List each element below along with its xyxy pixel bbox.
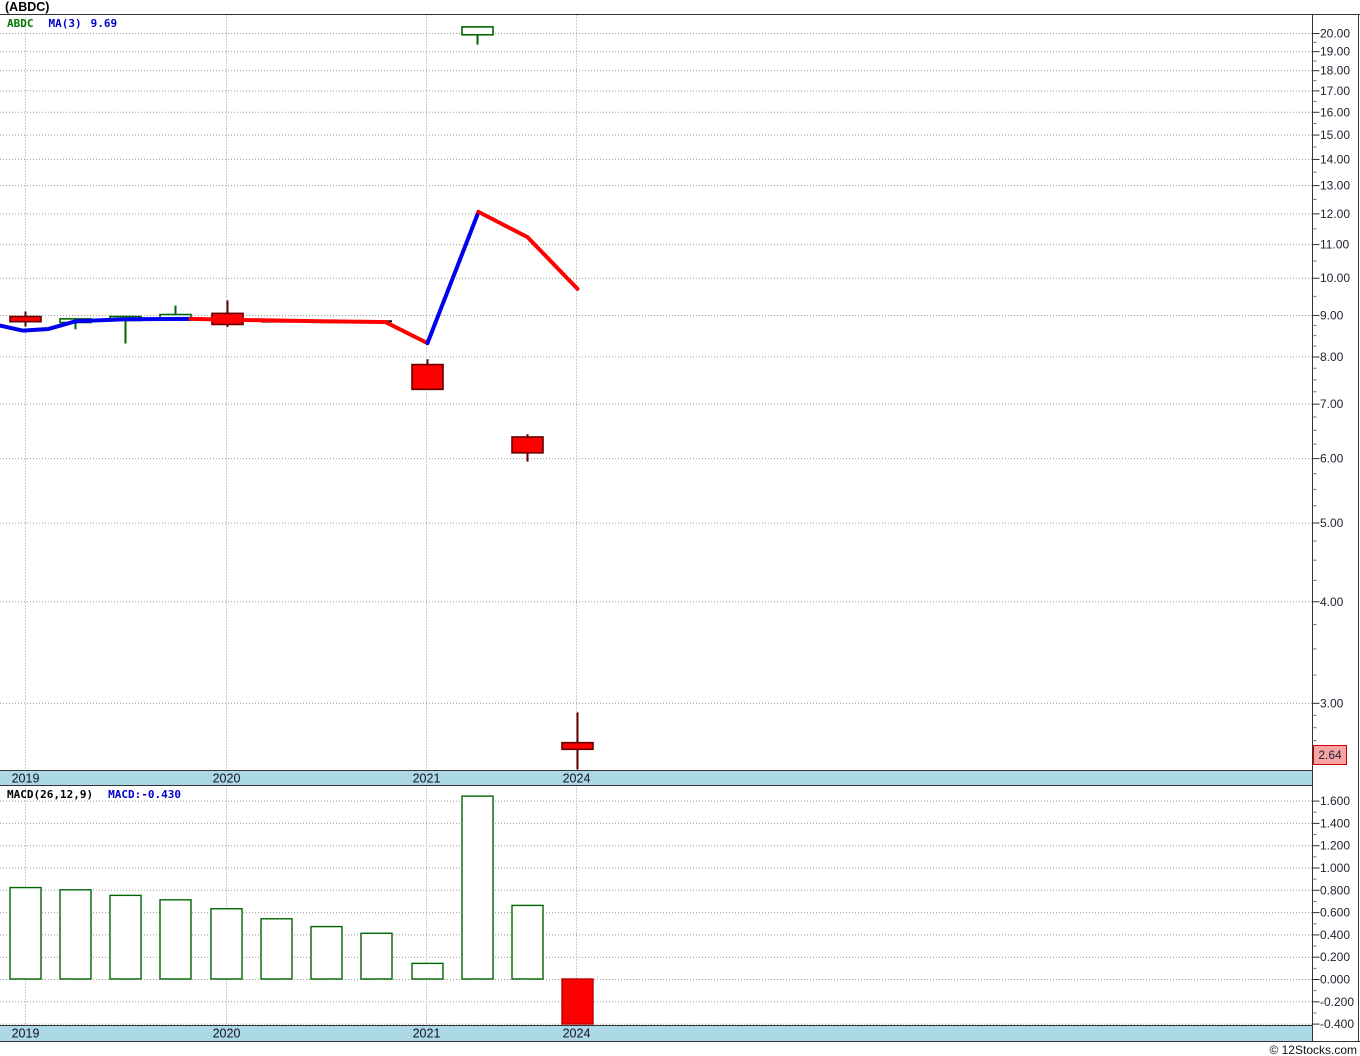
price-xaxis-band xyxy=(0,770,1313,786)
price-axis-label: 5.00 xyxy=(1320,516,1344,530)
year-label: 2021 xyxy=(413,1027,441,1041)
macd-xaxis-band xyxy=(0,1025,1313,1042)
macd-bar xyxy=(310,925,343,980)
price-axis-label: 11.00 xyxy=(1320,238,1349,252)
macd-bar xyxy=(109,894,142,980)
macd-axis-label: 1.600 xyxy=(1320,794,1350,808)
macd-legend: MACD(26,12,9) MACD:-0.430 xyxy=(7,788,181,801)
macd-axis-label: 0.600 xyxy=(1320,906,1350,920)
watermark: © 12Stocks.com xyxy=(1269,1043,1357,1056)
macd-bar xyxy=(360,932,393,980)
legend-ticker: ABDC xyxy=(7,17,34,30)
legend-ma-value: 9.69 xyxy=(90,17,118,30)
price-axis-label: 16.00 xyxy=(1320,105,1350,119)
macd-bar xyxy=(511,904,544,980)
price-axis-label: 14.00 xyxy=(1320,152,1350,166)
year-label: 2021 xyxy=(413,772,441,786)
macd-axis-label: 0.200 xyxy=(1320,950,1350,964)
ma-line-falling xyxy=(476,209,580,291)
price-axis-label: 7.00 xyxy=(1320,397,1344,411)
legend-ma-label: MA(3) xyxy=(48,17,82,30)
candle-down xyxy=(411,363,444,391)
macd-bar-negative xyxy=(561,978,594,1025)
price-legend: ABDC MA(3) 9.69 xyxy=(7,17,117,30)
year-label: 2020 xyxy=(213,1027,241,1041)
price-axis-label: 13.00 xyxy=(1320,179,1350,193)
macd-bar xyxy=(461,795,494,980)
macd-bar xyxy=(159,899,192,980)
ma-line-rising xyxy=(0,316,193,333)
last-price-tag: 2.64 xyxy=(1313,745,1347,765)
year-label: 2024 xyxy=(563,1027,591,1041)
chart-title: (ABDC) xyxy=(5,0,50,14)
macd-axis-label: 1.000 xyxy=(1320,861,1350,875)
macd-bar xyxy=(411,962,444,980)
candle-down xyxy=(511,436,544,454)
macd-value: MACD:-0.430 xyxy=(108,788,181,801)
price-axis-label: 15.00 xyxy=(1320,128,1350,142)
price-axis-label: 4.00 xyxy=(1320,595,1344,609)
macd-bar xyxy=(9,886,42,980)
price-axis-label: 20.00 xyxy=(1320,27,1350,41)
macd-axis-label: 1.200 xyxy=(1320,839,1350,853)
macd-axis-label: 0.400 xyxy=(1320,928,1350,942)
price-axis-label: 6.00 xyxy=(1320,452,1344,466)
candle-down xyxy=(561,741,594,751)
candle-up xyxy=(461,26,494,36)
macd-bar xyxy=(210,908,243,980)
price-axis-label: 17.00 xyxy=(1320,84,1350,98)
candle-down xyxy=(9,315,42,323)
price-axis-label: 12.00 xyxy=(1320,207,1350,221)
macd-axis-label: 0.000 xyxy=(1320,973,1350,987)
macd-bar xyxy=(260,918,293,980)
year-label: 2019 xyxy=(12,772,40,786)
macd-axis-label: -0.400 xyxy=(1320,1017,1354,1031)
year-label: 2024 xyxy=(563,772,591,786)
macd-axis-label: -0.200 xyxy=(1320,995,1354,1009)
macd-axis-label: 0.800 xyxy=(1320,883,1350,897)
macd-bar xyxy=(59,889,92,980)
price-axis-label: 9.00 xyxy=(1320,308,1344,322)
ma-line-rising xyxy=(425,209,481,346)
price-axis-label: 18.00 xyxy=(1320,64,1350,78)
macd-axis-label: 1.400 xyxy=(1320,816,1350,830)
year-label: 2020 xyxy=(213,772,241,786)
year-label: 2019 xyxy=(12,1027,40,1041)
price-axis-label: 19.00 xyxy=(1320,45,1350,59)
price-axis-label: 3.00 xyxy=(1320,696,1344,710)
ma-line-falling xyxy=(188,316,430,346)
price-axis-label: 10.00 xyxy=(1320,271,1350,285)
macd-params: MACD(26,12,9) xyxy=(7,788,94,801)
price-axis-label: 8.00 xyxy=(1320,350,1344,364)
